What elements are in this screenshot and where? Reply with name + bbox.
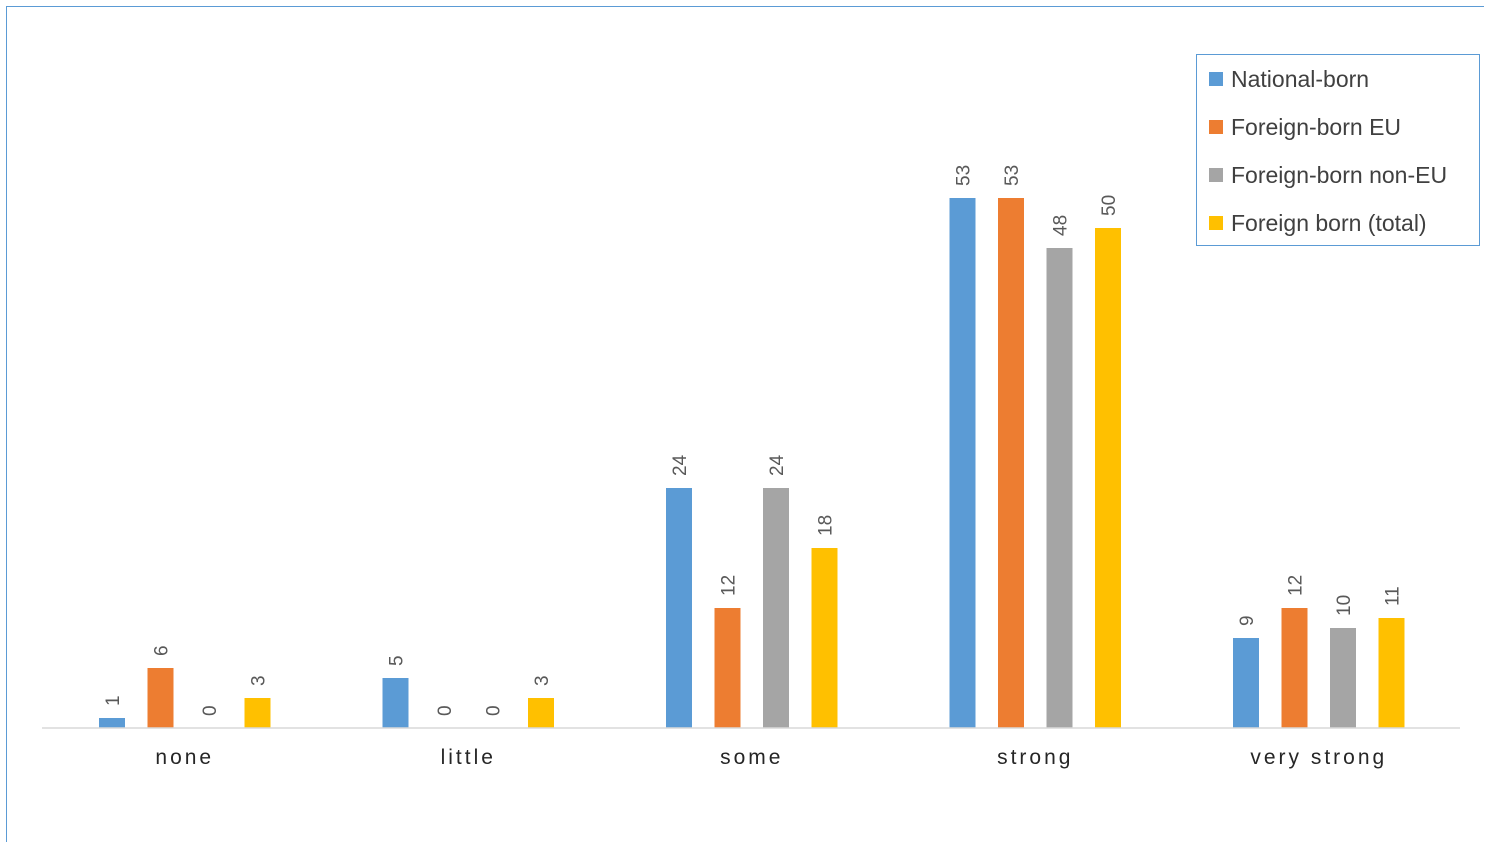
data-label: 12: [1286, 575, 1307, 596]
data-label: 24: [670, 454, 691, 476]
bar: [1233, 638, 1259, 728]
data-label: 10: [1334, 595, 1355, 616]
data-label: 24: [767, 454, 788, 476]
legend-label: Foreign born (total): [1231, 209, 1427, 236]
data-label: 50: [1099, 195, 1120, 216]
bar: [949, 198, 976, 728]
bar: [811, 548, 838, 728]
data-label: 6: [152, 645, 173, 656]
data-label: 0: [200, 705, 221, 716]
data-label: 53: [954, 165, 975, 186]
legend-item-national-born: National-born: [1209, 64, 1369, 94]
category-labels-layer: none little some strong very strong: [155, 746, 1387, 769]
data-label: 53: [1002, 165, 1023, 186]
legend-swatch: [1209, 168, 1223, 182]
legend-label: National-born: [1231, 65, 1370, 92]
bar: [714, 608, 741, 728]
data-label: 5: [387, 655, 408, 666]
data-label: 1: [103, 695, 124, 706]
bar: [244, 698, 271, 728]
data-label: 11: [1383, 586, 1404, 606]
legend-label: Foreign-born EU: [1231, 113, 1402, 140]
bar: [382, 678, 409, 728]
data-label: 12: [719, 575, 740, 596]
bar: [1095, 228, 1121, 728]
bar: [1378, 618, 1405, 728]
data-label: 18: [816, 515, 837, 536]
bar: [1281, 608, 1308, 728]
bar: [1046, 248, 1073, 728]
data-label: 0: [435, 705, 456, 716]
bar: [998, 198, 1024, 728]
data-label: 9: [1237, 615, 1258, 626]
chart-frame: [6, 6, 1484, 842]
category-label: very strong: [1250, 746, 1387, 769]
data-label: 48: [1051, 215, 1072, 236]
category-label: little: [441, 746, 496, 769]
bar: [763, 488, 789, 728]
data-label: 3: [249, 675, 270, 686]
data-label: 0: [484, 705, 505, 716]
legend: National-born Foreign-born EU Foreign-bo…: [1196, 54, 1480, 246]
legend-label: Foreign-born non-EU: [1231, 161, 1448, 188]
legend-swatch: [1209, 216, 1223, 230]
bar: [147, 668, 174, 728]
legend-item-foreign-born-eu: Foreign-born EU: [1209, 112, 1401, 142]
legend-item-foreign-born-non-eu: Foreign-born non-EU: [1209, 160, 1447, 190]
category-label: none: [155, 746, 214, 769]
data-label: 3: [532, 675, 553, 686]
bar: [528, 698, 554, 728]
category-label: strong: [997, 746, 1073, 769]
bars-layer: [99, 198, 1405, 728]
category-label: some: [720, 746, 783, 769]
bar: [1330, 628, 1356, 728]
bar: [666, 488, 692, 728]
legend-swatch: [1209, 120, 1223, 134]
legend-swatch: [1209, 72, 1223, 86]
legend-item-foreign-born-total: Foreign born (total): [1209, 208, 1427, 238]
bar: [99, 718, 125, 728]
